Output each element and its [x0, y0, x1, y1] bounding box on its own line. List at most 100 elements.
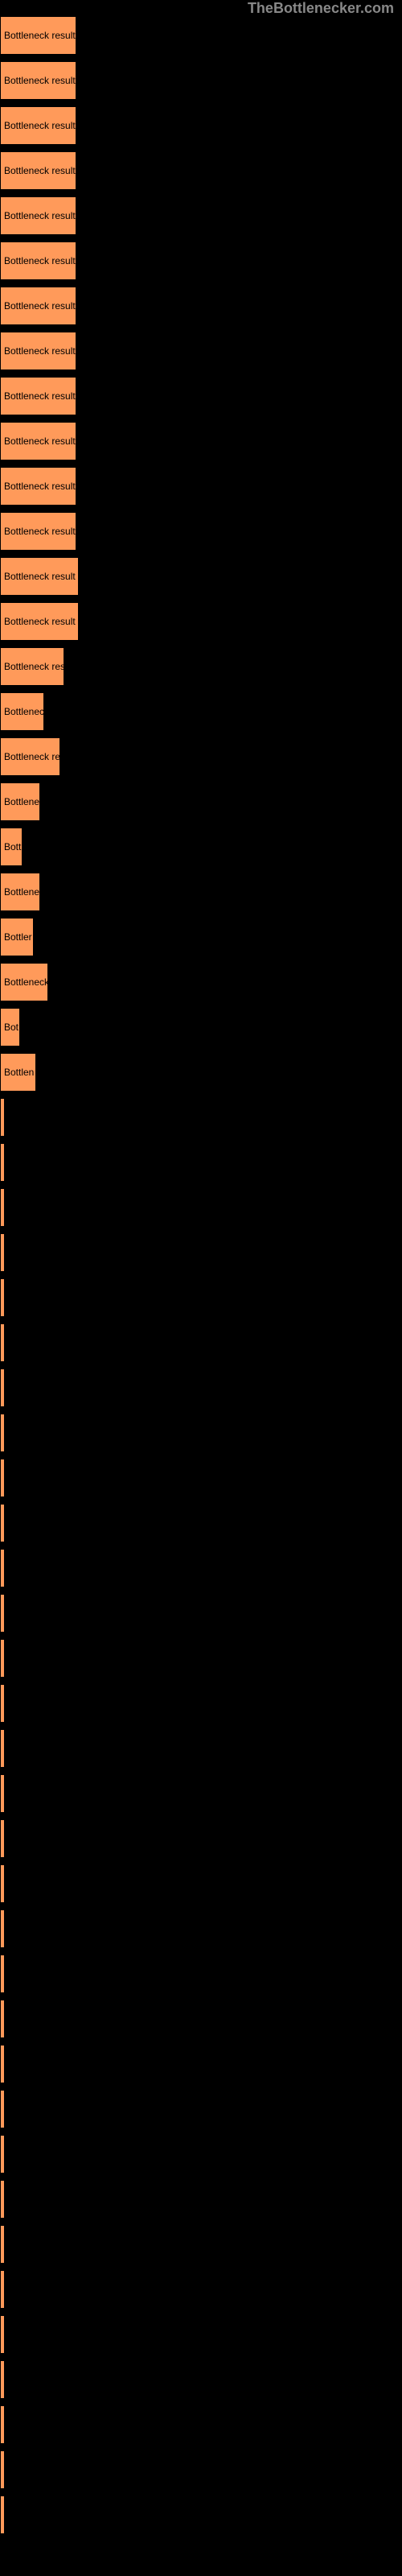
- bar-row: [0, 2360, 394, 2399]
- bar: [0, 1639, 5, 1678]
- bar-label: Bottleneck result: [4, 120, 76, 131]
- bar: Bottleneck result: [0, 602, 79, 641]
- bar-row: Bottleneck result: [0, 467, 394, 506]
- bar-label: Bottlene: [4, 796, 39, 807]
- bar: [0, 1955, 5, 1993]
- bar: [0, 1414, 5, 1452]
- bar-row: Bottleneck result: [0, 16, 394, 55]
- bar-label: Bottleneck result: [4, 436, 76, 447]
- bar-label: Bottleneck result: [4, 571, 76, 582]
- bar: [0, 2315, 5, 2354]
- bar-row: [0, 1819, 394, 1858]
- bar: [0, 1188, 5, 1227]
- bar: Bottleneck result: [0, 467, 76, 506]
- bar-row: [0, 1368, 394, 1407]
- bar-row: Bottleneck result: [0, 332, 394, 370]
- bar-row: Bottleneck result: [0, 602, 394, 641]
- bar-label: Bottleneck result: [4, 30, 76, 41]
- bar-row: [0, 1774, 394, 1813]
- bar-row: Bottleneck: [0, 963, 394, 1001]
- bar-row: [0, 1909, 394, 1948]
- bar: Bottleneck res: [0, 647, 64, 686]
- bar-row: Bottlene: [0, 873, 394, 911]
- watermark-text: TheBottlenecker.com: [248, 0, 394, 17]
- bar-row: [0, 1188, 394, 1227]
- bar-row: [0, 1684, 394, 1723]
- bar-row: [0, 1098, 394, 1137]
- bar-row: [0, 2090, 394, 2128]
- bar: Bottlenec: [0, 692, 44, 731]
- bar: Bottleneck result: [0, 106, 76, 145]
- bar-row: Bottleneck res: [0, 647, 394, 686]
- bar-row: [0, 2225, 394, 2264]
- bar: Bottleneck result: [0, 242, 76, 280]
- bar-row: Bottleneck result: [0, 377, 394, 415]
- bar: Bottleneck result: [0, 151, 76, 190]
- bar-row: [0, 1414, 394, 1452]
- bar: [0, 1098, 5, 1137]
- bar: Bottleneck result: [0, 16, 76, 55]
- bar-label: Bot: [4, 1022, 18, 1033]
- bar: Bottleneck result: [0, 512, 76, 551]
- bar: [0, 1143, 5, 1182]
- bar-row: [0, 1143, 394, 1182]
- bar-label: Bottleneck re: [4, 751, 60, 762]
- bar-row: [0, 2135, 394, 2174]
- bar: [0, 2270, 5, 2309]
- bar-row: [0, 2000, 394, 2038]
- bar-row: Bottler: [0, 918, 394, 956]
- bar-label: Bottleneck result: [4, 210, 76, 221]
- bar: [0, 1684, 5, 1723]
- bar-row: [0, 2496, 394, 2534]
- bar: [0, 2450, 5, 2489]
- bar: Bottlene: [0, 782, 40, 821]
- bar: [0, 1233, 5, 1272]
- bar-label: Bottleneck result: [4, 390, 76, 402]
- bar-label: Bott: [4, 841, 21, 852]
- bar: [0, 2045, 5, 2083]
- bar-row: [0, 2405, 394, 2444]
- bar-row: [0, 2270, 394, 2309]
- bar-row: [0, 2045, 394, 2083]
- bar: [0, 2360, 5, 2399]
- bar-label: Bottlen: [4, 1067, 34, 1078]
- bar: Bottleneck re: [0, 737, 60, 776]
- bar-row: Bottleneck result: [0, 151, 394, 190]
- bar: Bottlen: [0, 1053, 36, 1092]
- bar: [0, 1323, 5, 1362]
- bar-row: [0, 2450, 394, 2489]
- bar: [0, 1459, 5, 1497]
- bar: [0, 1774, 5, 1813]
- bar: Bottleneck result: [0, 422, 76, 460]
- bar-label: Bottlene: [4, 886, 39, 898]
- bar-label: Bottleneck result: [4, 165, 76, 176]
- bar-row: Bottlenec: [0, 692, 394, 731]
- bar: [0, 1594, 5, 1633]
- bar-label: Bottleneck result: [4, 345, 76, 357]
- bar: [0, 1819, 5, 1858]
- bar-row: [0, 1233, 394, 1272]
- bar-row: Bottleneck result: [0, 196, 394, 235]
- bar: [0, 1909, 5, 1948]
- bar: [0, 1278, 5, 1317]
- bar: Bottler: [0, 918, 34, 956]
- bar: Bottleneck result: [0, 377, 76, 415]
- bar: [0, 1504, 5, 1542]
- bar: [0, 1729, 5, 1768]
- bar-row: [0, 1549, 394, 1587]
- bar-row: [0, 1504, 394, 1542]
- bar: [0, 2000, 5, 2038]
- bar: Bottleneck result: [0, 196, 76, 235]
- bar: Bottleneck result: [0, 557, 79, 596]
- bar: Bottleneck result: [0, 61, 76, 100]
- bar-label: Bottleneck result: [4, 616, 76, 627]
- bar-row: [0, 1459, 394, 1497]
- bar: [0, 2496, 5, 2534]
- bar: [0, 2225, 5, 2264]
- bar-label: Bottlenec: [4, 706, 44, 717]
- bar: Bott: [0, 828, 23, 866]
- bar-row: [0, 1955, 394, 1993]
- bar-row: Bottleneck result: [0, 422, 394, 460]
- bar: [0, 2180, 5, 2219]
- bar-label: Bottleneck res: [4, 661, 64, 672]
